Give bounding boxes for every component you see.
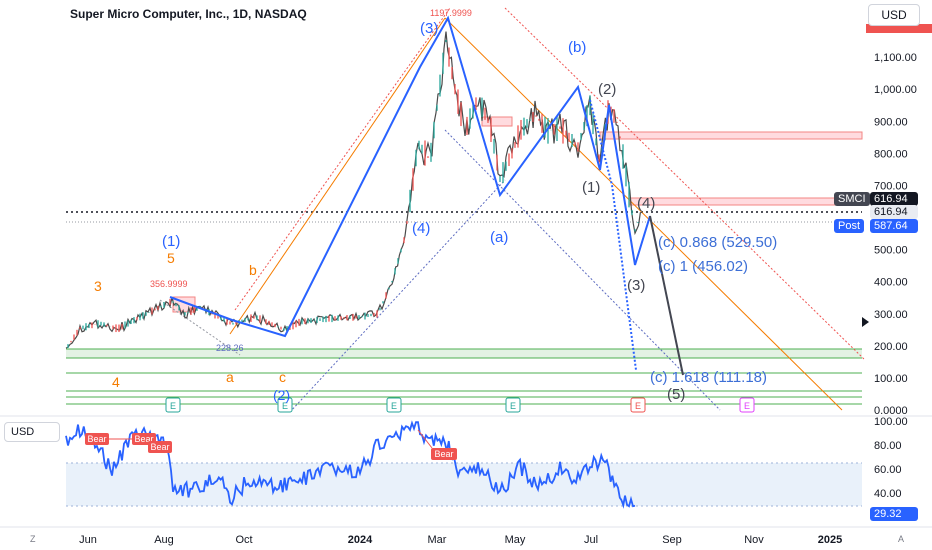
time-tick-label: Nov (744, 534, 764, 546)
time-tick-label: Mar (428, 534, 447, 546)
last-price-tag: 616.94 (870, 192, 918, 206)
earnings-badge-2: E (277, 397, 293, 413)
time-tick-label: 2024 (348, 534, 373, 546)
wave-label-1-blue: (1) (162, 233, 180, 250)
last-symbol-tag: SMCI (834, 192, 870, 206)
rsi-current-tag: 29.32 (870, 507, 918, 521)
bear-label-4: Bear (434, 449, 453, 459)
post-price-tag: 587.64 (870, 219, 918, 233)
time-tick-label: May (505, 534, 526, 546)
price-tick-label: 300.00 (874, 309, 908, 321)
rsi-band (66, 463, 862, 506)
price-series (65, 31, 643, 349)
time-tick-label: 2025 (818, 534, 842, 546)
rsi-tick-label: 40.00 (874, 488, 902, 500)
svg-text:E: E (510, 401, 516, 411)
wave-label-5-orange: 5 (167, 250, 175, 266)
wave-label-4-orange: 4 (112, 374, 120, 390)
low1-label: 356.9999 (150, 279, 188, 289)
svg-text:E: E (170, 401, 176, 411)
earnings-badge-4: E (505, 397, 521, 413)
price-tick-label: 900.00 (874, 116, 908, 128)
price-tick-label: 500.00 (874, 245, 908, 257)
price-tick-label: 700.00 (874, 180, 908, 192)
wave-label-b-orange: b (249, 262, 257, 278)
time-tick-label: Aug (154, 534, 174, 546)
low2-label: 228.26 (216, 343, 244, 353)
time-tick-label: Sep (662, 534, 682, 546)
auto-scale-toggle[interactable]: A (898, 534, 905, 544)
svg-text:E: E (635, 401, 641, 411)
high-label: 1197.9999 (430, 8, 472, 18)
price-tick-label: 1,000.00 (874, 84, 917, 96)
svg-text:E: E (744, 401, 750, 411)
fib-target-1: (c) 0.868 (529.50) (658, 234, 777, 251)
price-tick-label: 200.00 (874, 341, 908, 353)
currency-button[interactable]: USD (868, 4, 920, 26)
log-scale-toggle[interactable]: Z (30, 534, 36, 544)
earnings-badge-1: E (165, 397, 181, 413)
rsi-tick-label: 100.00 (874, 416, 908, 428)
price-tick-label: 400.00 (874, 277, 908, 289)
earnings-badge-6: E (739, 397, 755, 413)
wave-label-3: (3) (627, 277, 645, 294)
bear-label-2: Bear (134, 434, 153, 444)
post-symbol-tag: Post (834, 219, 865, 233)
wave-label-4: (4) (637, 195, 655, 212)
time-tick-label: Jul (584, 534, 598, 546)
bear-label-3: Bear (150, 442, 169, 452)
extreme-labels: 1197.9999 356.9999 228.26 (150, 8, 472, 353)
rsi-currency-label[interactable]: USD (4, 422, 60, 442)
last-price-tag-2: 616.94 (870, 205, 918, 219)
rsi-series (65, 420, 636, 509)
price-tick-label: 100.00 (874, 373, 908, 385)
rsi-tick-label: 60.00 (874, 464, 902, 476)
rsi-axis[interactable]: 100.00 80.00 60.00 40.00 (874, 416, 908, 500)
fib-target-2: (c) 1 (456.02) (658, 258, 748, 275)
time-axis[interactable]: Jun Aug Oct 2024 Mar May Jul Sep Nov 2025 (79, 534, 842, 546)
rsi-tick-label: 80.00 (874, 440, 902, 452)
wave-label-a: (a) (490, 229, 508, 246)
scroll-right-icon[interactable] (862, 317, 869, 327)
wave-label-3-top: (3) (420, 20, 438, 37)
svg-text:E: E (391, 401, 397, 411)
bear-label-1: Bear (87, 434, 106, 444)
price-tick-label: 1,100.00 (874, 52, 917, 64)
rsi-line (65, 420, 636, 509)
high-price-tag (866, 24, 932, 33)
wave-label-b: (b) (568, 39, 586, 56)
wave-label-5: (5) (667, 386, 685, 403)
wave-label-2: (2) (598, 81, 616, 98)
svg-text:E: E (282, 401, 288, 411)
time-tick-label: Jun (79, 534, 97, 546)
support-lines (66, 348, 862, 405)
wave-label-2-blue: (2) (273, 387, 290, 403)
trend-channels (159, 7, 866, 413)
price-tick-label: 800.00 (874, 148, 908, 160)
earnings-badge-5: E (630, 397, 646, 413)
wave-label-c-orange: c (279, 369, 286, 385)
earnings-markers[interactable]: E E E E E E (165, 397, 755, 413)
price-tick-label: 0.0000 (874, 405, 908, 417)
wave-label-a-orange: a (226, 369, 234, 385)
wave-label-1: (1) (582, 179, 600, 196)
fib-target-3: (c) 1.618 (111.18) (650, 369, 767, 386)
bear-labels: Bear Bear Bear Bear (85, 429, 457, 460)
elliott-wave-path (169, 15, 684, 376)
fib-targets: (c) 0.868 (529.50) (c) 1 (456.02) (c) 1.… (650, 234, 777, 386)
wave-label-4-blue: (4) (412, 220, 430, 237)
wave-labels: (3) (b) (2) (1) (4) (a) (4) (3) (5) (1) … (94, 20, 685, 403)
chart-title: Super Micro Computer, Inc., 1D, NASDAQ (70, 7, 307, 21)
time-tick-label: Oct (235, 534, 252, 546)
earnings-badge-3: E (386, 397, 402, 413)
wave-label-3-orange: 3 (94, 278, 102, 294)
